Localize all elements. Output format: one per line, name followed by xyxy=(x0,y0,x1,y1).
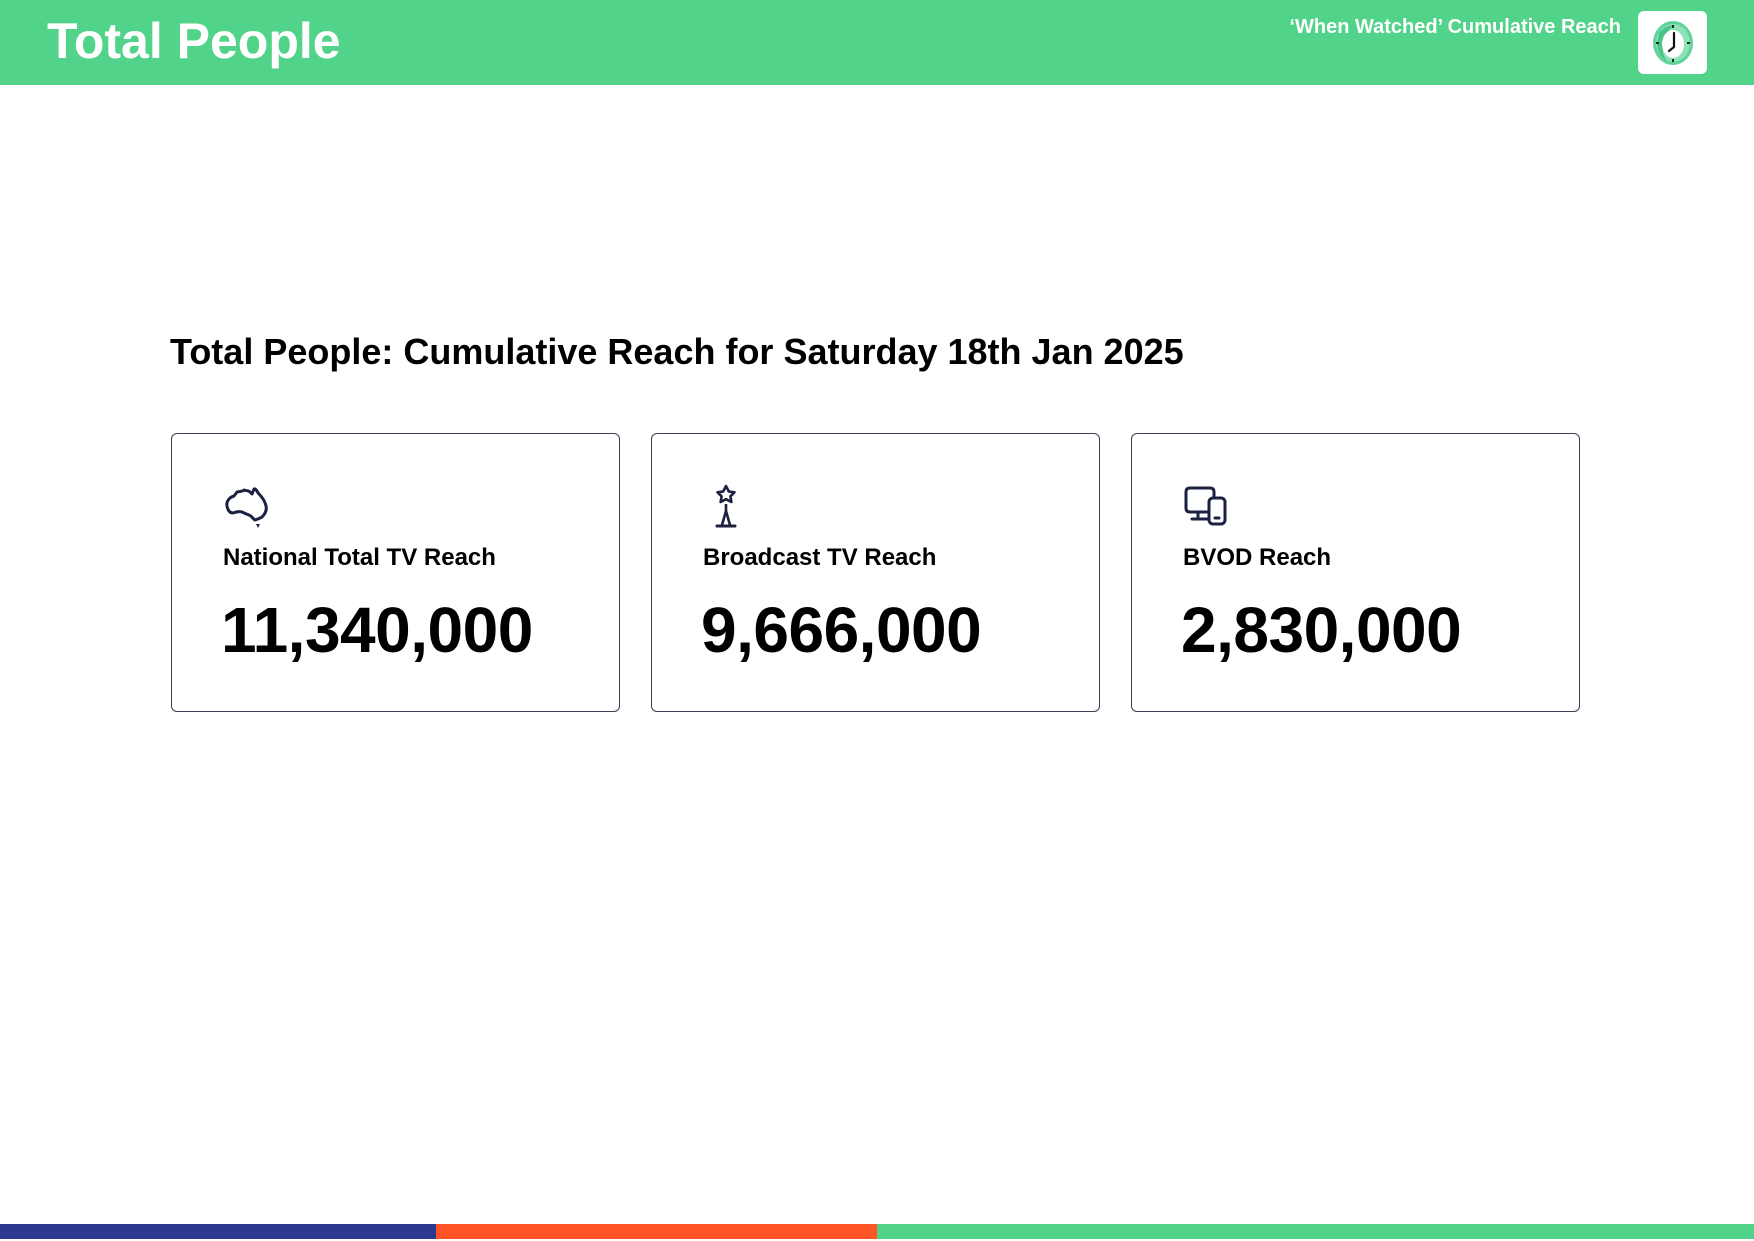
card-broadcast-tv-reach: Broadcast TV Reach 9,666,000 xyxy=(651,433,1100,712)
clock-icon xyxy=(1652,20,1693,65)
header-title: Total People xyxy=(47,13,341,69)
australia-map-icon xyxy=(222,484,270,530)
footer-bar-segment-navy xyxy=(0,1224,436,1239)
card-value: 9,666,000 xyxy=(701,594,982,666)
card-label: Broadcast TV Reach xyxy=(703,544,937,571)
card-label: BVOD Reach xyxy=(1183,544,1332,571)
header-logo xyxy=(1638,11,1707,74)
card-national-total-tv-reach: National Total TV Reach 11,340,000 xyxy=(171,433,620,712)
card-value: 2,830,000 xyxy=(1181,594,1462,666)
header-bar: Total People ‘When Watched’ Cumulative R… xyxy=(0,0,1754,85)
header-subtitle: ‘When Watched’ Cumulative Reach xyxy=(1289,16,1621,38)
footer-bar-segment-orange xyxy=(436,1224,877,1239)
page-title: Total People: Cumulative Reach for Satur… xyxy=(170,331,1184,372)
card-value: 11,340,000 xyxy=(221,594,533,666)
footer-color-bar xyxy=(0,1224,1754,1239)
devices-icon xyxy=(1182,484,1230,530)
card-bvod-reach: BVOD Reach 2,830,000 xyxy=(1131,433,1580,712)
card-label: National Total TV Reach xyxy=(223,544,496,571)
broadcast-tower-icon xyxy=(702,484,750,530)
footer-bar-segment-green xyxy=(877,1224,1754,1239)
